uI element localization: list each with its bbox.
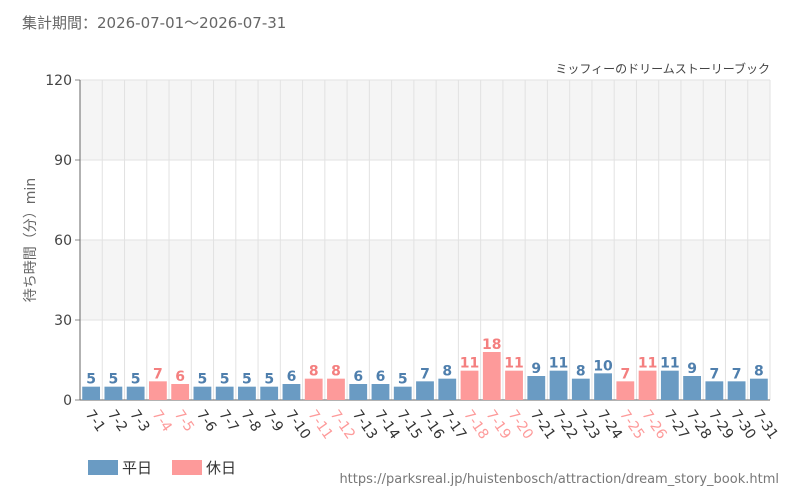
y-tick-label: 60 <box>54 233 72 249</box>
x-tick-label: 7-4 <box>149 407 175 435</box>
bar-value-label: 5 <box>264 372 274 388</box>
x-tick-label: 7-7 <box>215 407 241 435</box>
y-tick-label: 120 <box>45 73 72 89</box>
bar <box>594 373 612 400</box>
bar-value-label: 10 <box>593 358 613 374</box>
bar <box>371 384 390 400</box>
bar <box>460 370 479 400</box>
bar-value-label: 11 <box>549 356 568 372</box>
bar-value-label: 11 <box>504 356 523 372</box>
bar-value-label: 7 <box>732 366 742 382</box>
bar-value-label: 7 <box>420 366 430 382</box>
grid-band <box>80 240 770 320</box>
bar-value-label: 8 <box>754 364 764 380</box>
x-tick-label: 7-5 <box>171 407 197 435</box>
bar-value-label: 8 <box>309 364 319 380</box>
bar-value-label: 5 <box>220 372 230 388</box>
legend-label-weekday: 平日 <box>122 459 153 477</box>
bar <box>438 378 457 400</box>
bar <box>727 381 746 400</box>
x-tick-label: 7-31 <box>750 407 781 442</box>
legend-swatch-weekday <box>88 460 118 475</box>
bar <box>215 386 234 400</box>
legend-item-holiday: 休日 <box>172 457 236 478</box>
bar-value-label: 8 <box>442 364 452 380</box>
bar-value-label: 5 <box>109 372 119 388</box>
y-tick-label: 0 <box>63 393 72 409</box>
chart-title: ミッフィーのドリームストーリーブック <box>555 62 770 76</box>
source-url: https://parksreal.jp/huistenbosch/attrac… <box>339 472 779 487</box>
bar <box>571 378 590 400</box>
bar <box>549 370 568 400</box>
bar-value-label: 7 <box>709 366 719 382</box>
bar <box>505 370 523 400</box>
x-tick-label: 7-1 <box>82 407 108 435</box>
bar-value-label: 9 <box>531 361 541 377</box>
bar-value-label: 18 <box>482 337 501 353</box>
bar <box>638 370 657 400</box>
bar-value-label: 5 <box>398 372 408 388</box>
legend-item-weekday: 平日 <box>88 457 152 478</box>
x-tick-label: 7-9 <box>260 407 286 435</box>
bar-value-label: 8 <box>331 364 341 380</box>
y-tick-label: 90 <box>54 153 72 169</box>
bar <box>683 376 701 400</box>
bar <box>82 386 101 400</box>
bar <box>171 384 190 400</box>
bar <box>660 370 679 400</box>
bar <box>705 381 724 400</box>
grid-band <box>80 80 770 160</box>
bar <box>527 376 546 400</box>
legend-swatch-holiday <box>172 460 203 475</box>
bar-value-label: 5 <box>242 372 252 388</box>
bar-value-label: 6 <box>287 369 297 385</box>
bar-value-label: 7 <box>620 366 630 382</box>
bar <box>282 384 301 400</box>
bar <box>482 352 501 400</box>
bar <box>349 384 368 400</box>
bar <box>327 378 345 400</box>
bar-value-label: 6 <box>376 369 386 385</box>
bar <box>304 378 323 400</box>
bar <box>749 378 768 400</box>
legend-label-holiday: 休日 <box>206 459 237 477</box>
bar-value-label: 8 <box>576 364 586 380</box>
bar <box>193 386 212 400</box>
bar-value-label: 5 <box>131 372 141 388</box>
bar <box>393 386 412 400</box>
bar-value-label: 11 <box>638 356 657 372</box>
x-tick-label: 7-8 <box>238 407 264 435</box>
bar <box>238 386 256 400</box>
legend: 平日 休日 <box>88 457 256 478</box>
bar-value-label: 5 <box>86 372 96 388</box>
bar <box>126 386 145 400</box>
bar-value-label: 11 <box>660 356 679 372</box>
bar <box>149 381 167 400</box>
bar <box>260 386 279 400</box>
x-tick-label: 7-6 <box>193 407 219 435</box>
bar <box>104 386 123 400</box>
bar-value-label: 6 <box>175 369 185 385</box>
bar-value-label: 9 <box>687 361 697 377</box>
bar <box>616 381 635 400</box>
x-tick-label: 7-3 <box>126 407 152 435</box>
x-tick-label: 7-2 <box>104 407 130 435</box>
bar-value-label: 5 <box>198 372 208 388</box>
y-tick-label: 30 <box>54 313 72 329</box>
bar-value-label: 7 <box>153 366 163 382</box>
bar-value-label: 6 <box>353 369 363 385</box>
period-label: 集計期間：2026-07-01～2026-07-31 <box>22 14 287 32</box>
bar <box>416 381 434 400</box>
bar-value-label: 11 <box>460 356 479 372</box>
